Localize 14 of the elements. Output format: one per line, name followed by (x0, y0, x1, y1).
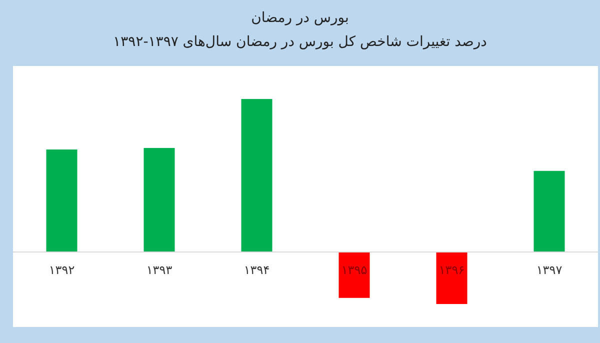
x-tick-label: ۱۳۹۷ (536, 263, 563, 277)
bar (241, 99, 272, 252)
x-tick-label: ۱۳۹۶ (438, 263, 465, 277)
x-tick-label: ۱۳۹۴ (244, 263, 270, 277)
x-tick-label: ۱۳۹۲ (48, 263, 75, 277)
bar (534, 170, 565, 252)
bar (436, 252, 468, 304)
bar (338, 252, 370, 298)
chart-title: بورس در رمضان (251, 10, 349, 26)
bar (46, 149, 78, 252)
bar (144, 148, 175, 252)
x-tick-label: ۱۳۹۳ (146, 263, 173, 277)
x-tick-label: ۱۳۹۵ (341, 263, 368, 277)
chart-subtitle: درصد تغییرات شاخص کل بورس در رمضان سال‌های ۱۳۹۷-۱۳۹۲ (113, 34, 487, 50)
